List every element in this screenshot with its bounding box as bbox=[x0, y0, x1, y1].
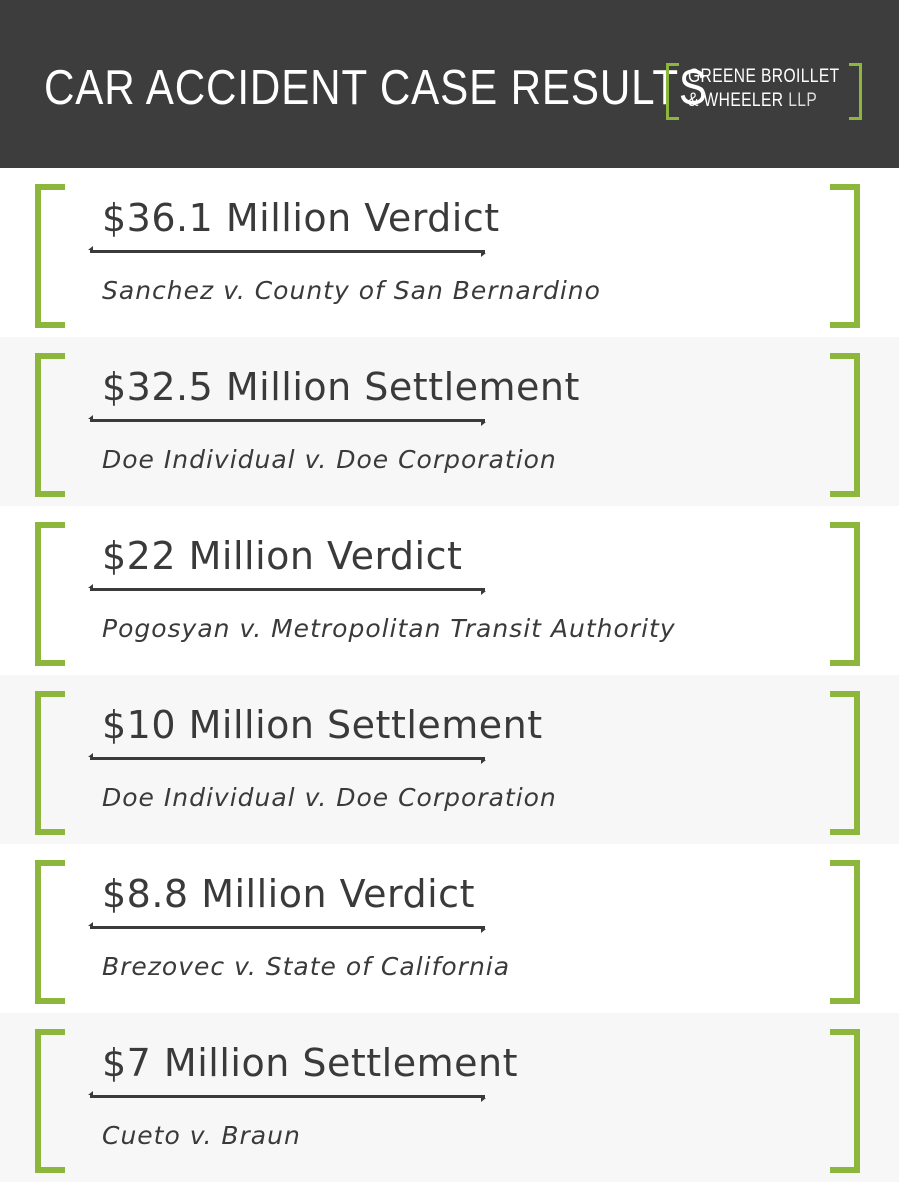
logo-line-1: GREENE BROILLET bbox=[688, 66, 840, 87]
divider bbox=[88, 246, 486, 257]
case-name: Pogosyan v. Metropolitan Transit Authori… bbox=[102, 614, 676, 643]
result-amount: $36.1 Million Verdict bbox=[102, 196, 500, 240]
divider bbox=[88, 753, 486, 764]
right-bracket-icon bbox=[830, 184, 860, 328]
left-bracket-icon bbox=[35, 691, 65, 835]
divider bbox=[88, 922, 486, 933]
left-bracket-icon bbox=[35, 184, 65, 328]
right-bracket-icon bbox=[830, 522, 860, 666]
result-amount: $7 Million Settlement bbox=[102, 1041, 518, 1085]
right-bracket-icon bbox=[830, 691, 860, 835]
result-item: $22 Million Verdict Pogosyan v. Metropoli… bbox=[0, 506, 899, 675]
case-name: Doe Individual v. Doe Corporation bbox=[102, 783, 557, 812]
logo-line-2-name: & WHEELER bbox=[688, 90, 784, 111]
result-item: $8.8 Million Verdict Brezovec v. State of… bbox=[0, 844, 899, 1013]
logo-line-2: & WHEELER LLP bbox=[688, 90, 817, 112]
left-bracket-icon bbox=[35, 860, 65, 1004]
result-amount: $10 Million Settlement bbox=[102, 703, 543, 747]
left-bracket-icon bbox=[35, 522, 65, 666]
divider bbox=[88, 1091, 486, 1102]
result-amount: $32.5 Million Settlement bbox=[102, 365, 580, 409]
divider bbox=[88, 415, 486, 426]
result-item: $32.5 Million Settlement Doe Individual v… bbox=[0, 337, 899, 506]
result-item: $7 Million Settlement Cueto v. Braun bbox=[0, 1013, 899, 1182]
result-amount: $8.8 Million Verdict bbox=[102, 872, 475, 916]
right-bracket-icon bbox=[830, 353, 860, 497]
result-item: $36.1 Million Verdict Sanchez v. County o… bbox=[0, 168, 899, 337]
case-name: Cueto v. Braun bbox=[102, 1121, 301, 1150]
left-bracket-icon bbox=[35, 1029, 65, 1173]
case-name: Brezovec v. State of California bbox=[102, 952, 511, 981]
firm-logo: GREENE BROILLET & WHEELER LLP bbox=[666, 63, 862, 120]
logo-left-bracket-icon bbox=[666, 63, 679, 120]
header: CAR ACCIDENT CASE RESULTS GREENE BROILLE… bbox=[0, 0, 899, 168]
right-bracket-icon bbox=[830, 1029, 860, 1173]
results-list: $36.1 Million Verdict Sanchez v. County o… bbox=[0, 168, 899, 1182]
result-item: $10 Million Settlement Doe Individual v. … bbox=[0, 675, 899, 844]
result-amount: $22 Million Verdict bbox=[102, 534, 463, 578]
logo-right-bracket-icon bbox=[849, 63, 862, 120]
page-title: CAR ACCIDENT CASE RESULTS bbox=[44, 61, 708, 115]
left-bracket-icon bbox=[35, 353, 65, 497]
logo-suffix: LLP bbox=[788, 90, 818, 111]
divider bbox=[88, 584, 486, 595]
case-name: Doe Individual v. Doe Corporation bbox=[102, 445, 557, 474]
case-name: Sanchez v. County of San Bernardino bbox=[102, 276, 601, 305]
right-bracket-icon bbox=[830, 860, 860, 1004]
